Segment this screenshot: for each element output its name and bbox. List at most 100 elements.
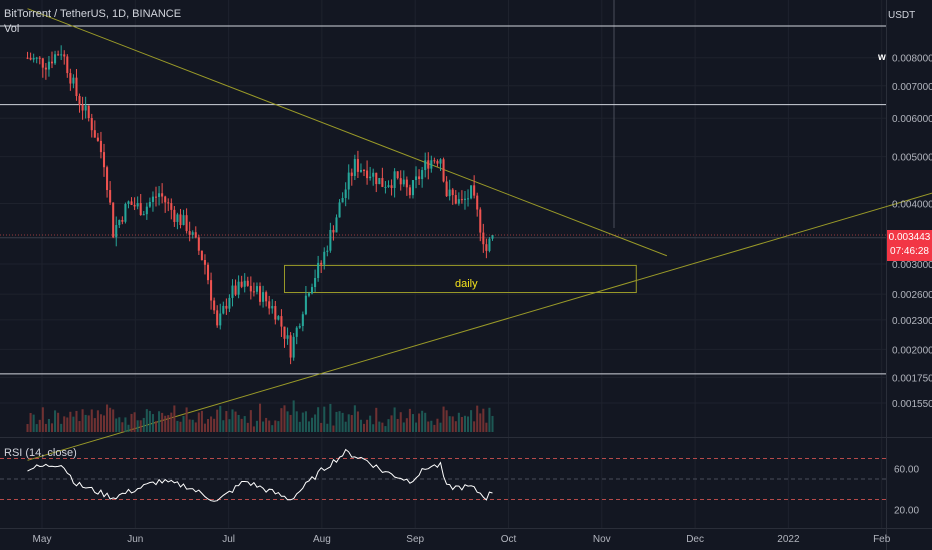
volume-label[interactable]: Vol bbox=[4, 23, 20, 35]
candle-body bbox=[485, 244, 488, 251]
chart-title[interactable]: BitTorrent / TetherUS, 1D, BINANCE bbox=[4, 8, 182, 20]
volume-bar bbox=[231, 409, 234, 432]
time-tick-label: Jul bbox=[222, 534, 235, 545]
volume-bar bbox=[179, 421, 182, 432]
candle-body bbox=[72, 77, 75, 84]
volume-bar bbox=[326, 423, 329, 432]
candle-body bbox=[430, 160, 433, 169]
candle-body bbox=[274, 306, 277, 320]
candle-body bbox=[246, 280, 249, 286]
candle-body bbox=[26, 57, 29, 59]
volume-bar bbox=[359, 419, 362, 432]
candle-body bbox=[124, 203, 127, 222]
candle-body bbox=[176, 214, 179, 222]
candle-body bbox=[219, 313, 222, 326]
candle-body bbox=[154, 196, 158, 198]
volume-bar bbox=[418, 413, 421, 432]
candle-body bbox=[283, 326, 286, 339]
volume-bar bbox=[414, 422, 418, 432]
currency-label: USDT bbox=[888, 10, 916, 21]
price-tick-label: 0.008000 bbox=[892, 54, 932, 65]
volume-bar bbox=[283, 405, 286, 432]
volume-bar bbox=[332, 425, 335, 432]
volume-bar bbox=[50, 423, 54, 432]
volume-bar bbox=[154, 421, 158, 432]
candle-body bbox=[295, 327, 298, 337]
candle-body bbox=[491, 235, 494, 239]
candle-body bbox=[467, 198, 470, 200]
volume-bar bbox=[41, 407, 44, 432]
volume-bar bbox=[310, 417, 314, 432]
candle-body bbox=[234, 285, 237, 295]
candle-body bbox=[442, 159, 445, 182]
candle-body bbox=[359, 169, 362, 172]
candle-body bbox=[191, 232, 194, 235]
candle-body bbox=[161, 193, 164, 197]
volume-bar bbox=[228, 419, 231, 432]
candle-body bbox=[69, 73, 72, 84]
volume-bar bbox=[206, 419, 210, 432]
volume-bar bbox=[213, 418, 216, 432]
time-tick-label: Sep bbox=[406, 534, 424, 545]
volume-bar bbox=[102, 415, 106, 432]
time-tick-label: Jun bbox=[127, 534, 143, 545]
candle-body bbox=[350, 172, 353, 176]
candle-body bbox=[32, 57, 35, 60]
volume-bar bbox=[210, 416, 213, 432]
candle-body bbox=[262, 292, 265, 302]
candle-body bbox=[93, 130, 96, 138]
candle-body bbox=[427, 160, 430, 169]
candle-body bbox=[353, 159, 356, 176]
volume-bar bbox=[430, 420, 433, 432]
candle-body bbox=[237, 281, 240, 295]
candle-body bbox=[29, 57, 32, 60]
volume-bar bbox=[151, 414, 154, 432]
candle-body bbox=[60, 54, 63, 56]
candle-body bbox=[133, 204, 136, 207]
candle-body bbox=[473, 185, 476, 196]
volume-bar bbox=[271, 425, 274, 432]
price-tick-label: 0.002300 bbox=[892, 316, 932, 327]
candle-body bbox=[115, 225, 118, 238]
candle-body bbox=[252, 291, 255, 293]
volume-bar bbox=[451, 416, 454, 432]
candle-body bbox=[405, 179, 408, 188]
rsi-tick-label: 60.00 bbox=[894, 465, 919, 476]
candle-body bbox=[332, 229, 335, 233]
candle-body bbox=[433, 160, 436, 162]
volume-bar bbox=[99, 414, 102, 432]
candle-body bbox=[347, 172, 350, 190]
candle-body bbox=[200, 250, 203, 260]
candle-body bbox=[240, 281, 243, 287]
candle-body bbox=[222, 305, 225, 314]
volume-bar bbox=[170, 412, 173, 432]
volume-bar bbox=[60, 423, 63, 432]
volume-bar bbox=[274, 420, 277, 432]
volume-bar bbox=[307, 421, 310, 432]
candle-body bbox=[145, 206, 148, 215]
candle-body bbox=[390, 185, 393, 188]
volume-bar bbox=[470, 410, 473, 432]
rsi-label[interactable]: RSI (14, close) bbox=[4, 447, 77, 459]
candle-body bbox=[63, 54, 66, 57]
volume-bar bbox=[350, 415, 353, 432]
candle-body bbox=[87, 105, 90, 118]
volume-bar bbox=[118, 417, 121, 432]
volume-bar bbox=[442, 406, 445, 432]
volume-bar bbox=[320, 422, 323, 432]
candle-body bbox=[185, 215, 188, 232]
volume-bar bbox=[356, 411, 359, 432]
candle-body bbox=[112, 202, 115, 238]
volume-bar bbox=[243, 416, 246, 432]
volume-bar bbox=[424, 412, 427, 432]
volume-bar bbox=[127, 424, 130, 432]
volume-bar bbox=[323, 406, 326, 432]
volume-bar bbox=[225, 411, 228, 432]
demand-zone-box bbox=[283, 264, 637, 294]
candle-body bbox=[304, 295, 307, 315]
candle-body bbox=[414, 176, 418, 181]
candle-body bbox=[476, 195, 479, 210]
volume-bar bbox=[197, 412, 200, 432]
volume-bar bbox=[29, 412, 32, 432]
